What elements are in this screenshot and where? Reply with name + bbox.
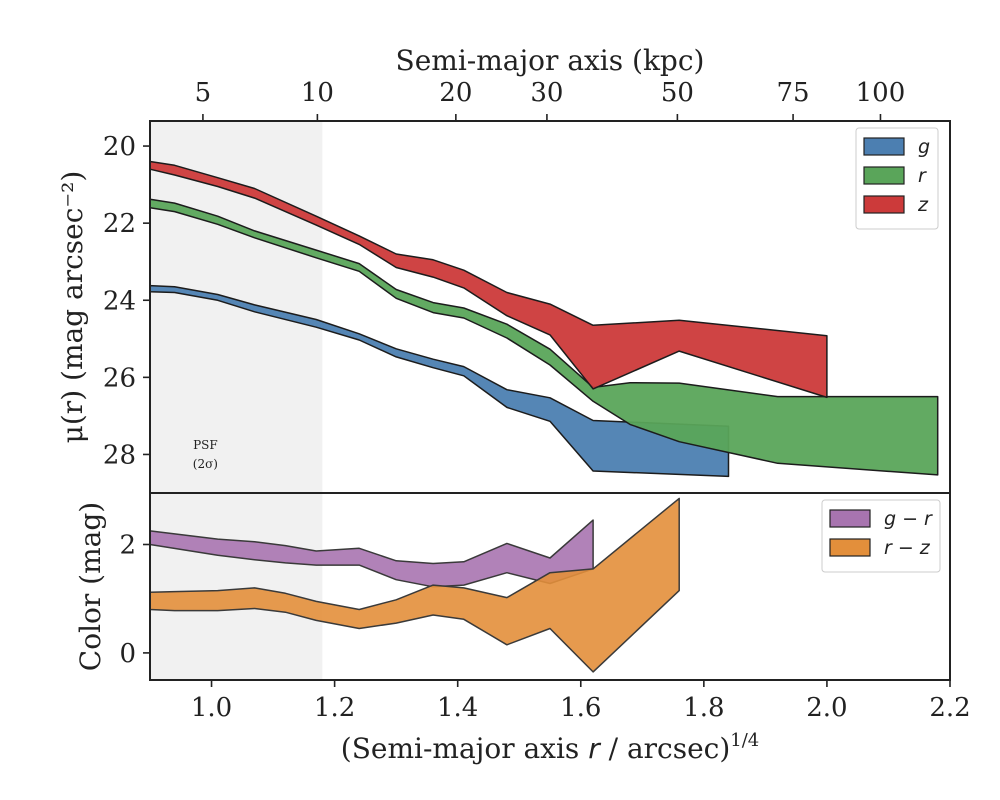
bottom-x-tick-label: 1.2 [314, 693, 355, 723]
top-x-tick-label: 20 [439, 78, 472, 108]
series-band-r [149, 198, 939, 476]
top-y-tick-label: 20 [103, 132, 136, 162]
top-y-tick-label: 26 [103, 363, 136, 393]
psf-label-line2: (2σ) [193, 457, 218, 471]
legend-label: z [917, 194, 929, 216]
bottom-x-axis-label: (Semi-major axis r / arcsec)1/4 [341, 730, 759, 765]
legend-swatch [863, 137, 905, 156]
top-x-tick-label: 50 [661, 78, 694, 108]
bottom-x-tick-label: 1.8 [683, 693, 724, 723]
top-legend: grz [855, 127, 939, 230]
top-y-tick-label: 24 [103, 286, 136, 316]
bottom-x-tick-label: 2.2 [929, 693, 970, 723]
top-series-group [149, 160, 939, 478]
legend-swatch [863, 195, 905, 214]
bottom-y-tick-label: 0 [119, 639, 136, 669]
top-y-ticks: 20 22 24 26 28 [103, 132, 150, 470]
bottom-x-tick-label: 1.6 [560, 693, 601, 723]
bottom-y-tick-label: 2 [119, 530, 136, 560]
legend-label: g − r [884, 508, 933, 530]
top-x-ticks: 5 10 20 30 50 75 100 [195, 78, 906, 121]
top-y-axis-label: μ(r) (mag arcsec⁻²) [56, 171, 89, 444]
series-band-z [149, 160, 828, 399]
legend-swatch [829, 538, 871, 557]
top-y-tick-label: 22 [103, 209, 136, 239]
bottom-x-tick-label: 1.0 [191, 693, 232, 723]
top-panel: 20 22 24 26 28 5 10 20 30 50 75 100 PSF (2σ) Semi-… [56, 44, 951, 494]
bottom-y-ticks: 02 [119, 530, 150, 669]
bottom-y-axis-label: Color (mag) [74, 502, 107, 671]
top-x-axis-label: Semi-major axis (kpc) [396, 44, 705, 77]
bottom-x-ticks: 1.0 1.2 1.4 1.6 1.8 2.0 2.2 [191, 680, 971, 723]
bottom-series-group [149, 497, 680, 673]
top-x-tick-label: 100 [856, 78, 906, 108]
psf-label-line1: PSF [193, 438, 218, 452]
legend-swatch [863, 166, 905, 185]
legend-label: r − z [884, 537, 931, 559]
bottom-x-tick-label: 1.4 [437, 693, 478, 723]
top-x-tick-label: 10 [301, 78, 334, 108]
bottom-legend: g − r r − z [821, 499, 941, 573]
top-x-tick-label: 5 [195, 78, 212, 108]
legend-swatch [829, 509, 871, 528]
top-x-tick-label: 30 [530, 78, 563, 108]
bottom-plot-frame [149, 492, 951, 681]
series-band-rz [149, 497, 680, 673]
bottom-panel: 02 1.0 1.2 1.4 1.6 1.8 2.0 2.2 (Semi-major axi… [74, 492, 971, 765]
legend-label: g [918, 136, 930, 158]
series-band-g [149, 284, 730, 478]
legend-label: r [918, 165, 927, 187]
top-y-tick-label: 28 [103, 440, 136, 470]
top-x-tick-label: 75 [777, 78, 810, 108]
psf-shaded-region-bottom [150, 493, 323, 680]
psf-shaded-region [150, 121, 323, 493]
bottom-x-tick-label: 2.0 [806, 693, 847, 723]
